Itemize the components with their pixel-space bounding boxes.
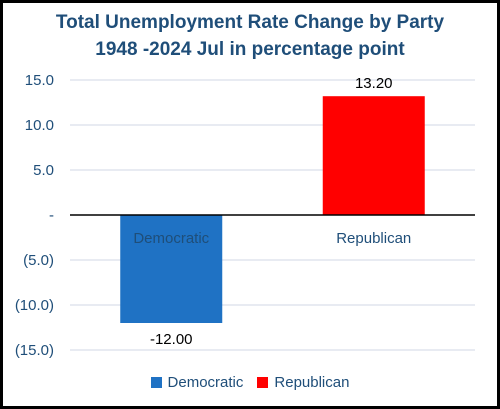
chart-title-line-2: 1948 -2024 Jul in percentage point	[95, 39, 405, 60]
data-label: -12.00	[150, 331, 193, 348]
legend-swatch-democratic	[150, 377, 162, 388]
legend-item-democratic: Democratic	[150, 374, 244, 391]
bar-democratic	[120, 215, 223, 323]
data-label: 13.20	[355, 75, 393, 92]
y-tick-label: (5.0)	[23, 252, 54, 269]
legend-label-republican: Republican	[274, 374, 350, 391]
y-tick-label: 10.0	[25, 117, 54, 134]
x-category-label: Republican	[336, 230, 411, 247]
legend-swatch-republican	[257, 377, 269, 388]
chart-legend: Democratic Republican	[0, 374, 500, 391]
bar-republican	[322, 96, 425, 215]
y-tick-label: 15.0	[25, 72, 54, 89]
y-tick-label: -	[49, 207, 54, 224]
y-tick-label: (15.0)	[15, 342, 54, 359]
legend-item-republican: Republican	[257, 374, 349, 391]
x-category-label: Democratic	[133, 230, 209, 247]
y-tick-label: 5.0	[33, 162, 54, 179]
legend-label-democratic: Democratic	[167, 374, 244, 391]
chart-title-line-1: Total Unemployment Rate Change by Party	[55, 12, 445, 33]
y-tick-label: (10.0)	[15, 297, 54, 314]
